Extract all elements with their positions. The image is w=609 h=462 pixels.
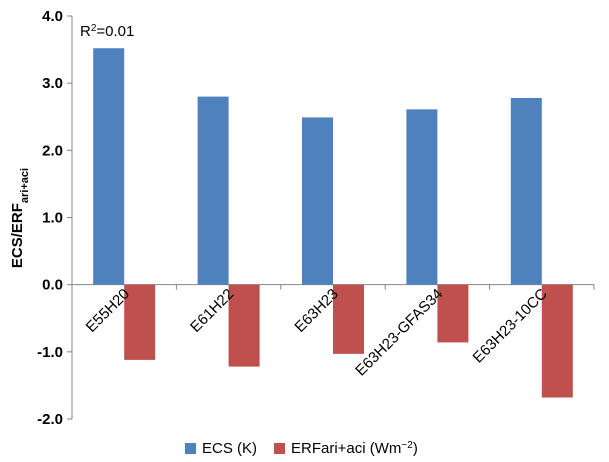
legend: ECS (K) ERFari+aci (Wm−2) xyxy=(185,440,418,458)
y-tick-label: -2.0 xyxy=(37,411,63,428)
bar-erf-e55h20 xyxy=(124,284,156,360)
y-tick-label: 3.0 xyxy=(42,75,63,92)
y-tick-labels: -2.0 -1.0 0.0 1.0 2.0 3.0 4.0 xyxy=(37,8,63,428)
bar-ecs-e61h22 xyxy=(197,96,229,285)
category-label: E63H23-10CC xyxy=(470,285,551,366)
y-tick-label: 2.0 xyxy=(42,142,63,159)
legend-label-erf: ERFari+aci (Wm−2) xyxy=(291,440,418,458)
bars xyxy=(93,48,573,398)
bar-ecs-e63h23-gfas34 xyxy=(406,109,438,285)
y-axis-label: ECS/ERFari+aci xyxy=(9,168,31,268)
bar-erf-e63h23-gfas34 xyxy=(437,284,469,343)
y-tick-label: -1.0 xyxy=(37,344,63,361)
bar-erf-e63h23 xyxy=(333,284,364,354)
y-tick-label: 4.0 xyxy=(42,8,63,25)
legend-swatch-ecs xyxy=(185,443,196,454)
axes xyxy=(67,15,595,420)
r-squared-annotation: R2=0.01 xyxy=(80,23,134,41)
bar-erf-e61h22 xyxy=(228,284,260,367)
category-label: E63H23-GFAS34 xyxy=(352,285,446,379)
y-tick-label: 1.0 xyxy=(42,210,63,227)
legend-swatch-erf xyxy=(274,443,285,454)
legend-label-ecs: ECS (K) xyxy=(202,440,257,457)
y-tick-label: 0.0 xyxy=(42,277,63,294)
bar-ecs-e63h23-10cc xyxy=(510,97,542,285)
bar-erf-e63h23-10cc xyxy=(541,284,573,398)
bar-ecs-e63h23 xyxy=(302,117,333,285)
bar-ecs-e55h20 xyxy=(93,48,125,285)
